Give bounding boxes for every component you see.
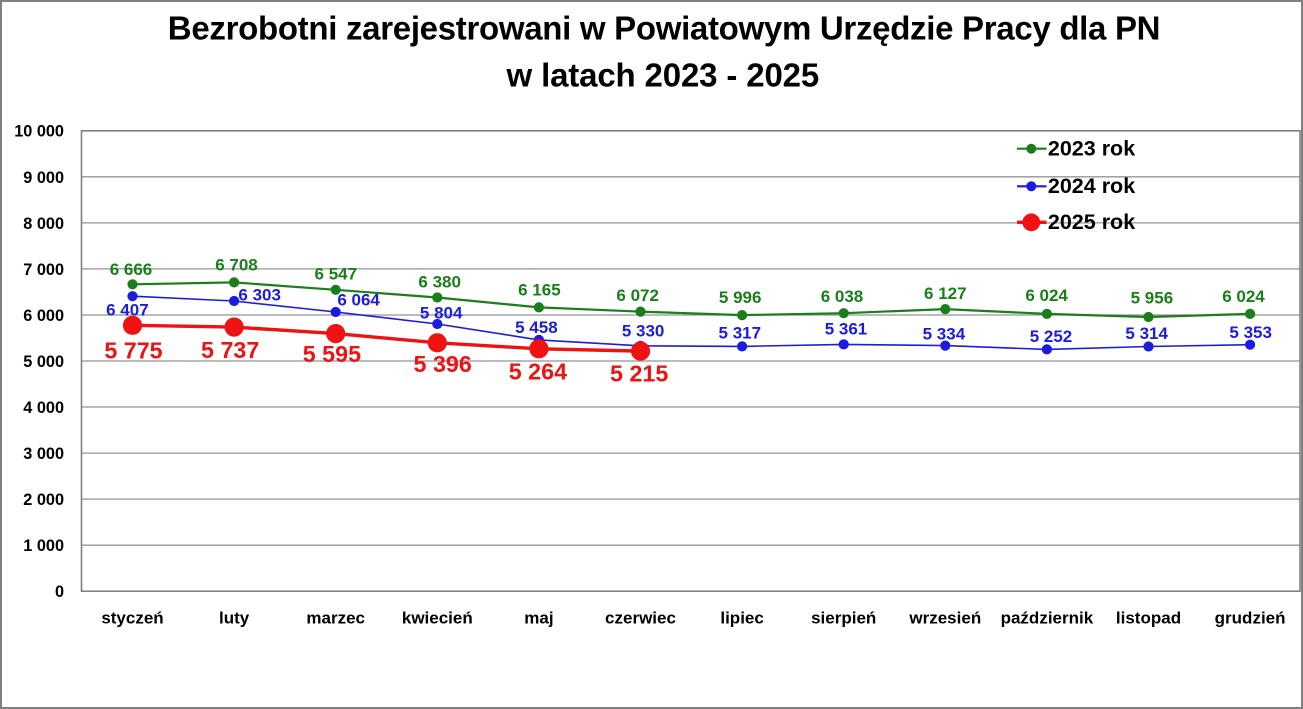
svg-text:6 024: 6 024 (1222, 287, 1265, 306)
svg-text:5 737: 5 737 (201, 337, 259, 363)
svg-text:6 000: 6 000 (23, 307, 64, 325)
svg-text:5 215: 5 215 (610, 360, 668, 386)
svg-text:5 264: 5 264 (509, 358, 567, 384)
svg-text:2024 rok: 2024 rok (1048, 174, 1135, 198)
svg-text:5 000: 5 000 (23, 353, 64, 371)
svg-text:wrzesień: wrzesień (908, 609, 981, 628)
svg-text:6 708: 6 708 (215, 256, 258, 275)
svg-text:5 804: 5 804 (420, 303, 463, 322)
svg-text:czerwiec: czerwiec (605, 609, 676, 628)
svg-text:Bezrobotni zarejestrowani w Po: Bezrobotni zarejestrowani w Powiatowym U… (168, 10, 1160, 47)
svg-text:8 000: 8 000 (23, 215, 64, 233)
svg-text:1 000: 1 000 (23, 537, 64, 555)
svg-text:2 000: 2 000 (23, 491, 64, 509)
svg-text:10 000: 10 000 (14, 123, 64, 141)
svg-text:3 000: 3 000 (23, 445, 64, 463)
svg-text:5 956: 5 956 (1131, 289, 1174, 308)
svg-text:2025 rok: 2025 rok (1048, 210, 1135, 234)
svg-text:5 595: 5 595 (303, 341, 361, 367)
svg-text:5 775: 5 775 (104, 338, 162, 364)
svg-text:5 252: 5 252 (1030, 327, 1073, 346)
svg-text:maj: maj (524, 609, 553, 628)
svg-text:5 317: 5 317 (719, 324, 762, 343)
svg-text:5 996: 5 996 (719, 288, 762, 307)
svg-text:lipiec: lipiec (720, 609, 763, 628)
svg-text:marzec: marzec (306, 609, 365, 628)
svg-text:0: 0 (55, 583, 64, 601)
svg-text:5 396: 5 396 (414, 351, 472, 377)
svg-text:6 303: 6 303 (238, 285, 281, 304)
svg-text:5 361: 5 361 (825, 319, 868, 338)
svg-text:w latach 2023 - 2025: w latach 2023 - 2025 (506, 56, 820, 93)
svg-text:październik: październik (1001, 609, 1094, 628)
svg-text:luty: luty (219, 609, 250, 628)
svg-text:5 314: 5 314 (1125, 324, 1168, 343)
svg-text:4 000: 4 000 (23, 399, 64, 417)
svg-text:kwiecień: kwiecień (402, 609, 473, 628)
svg-text:6 165: 6 165 (518, 281, 561, 300)
svg-text:6 024: 6 024 (1025, 286, 1068, 305)
svg-text:6 407: 6 407 (106, 300, 149, 319)
svg-text:sierpień: sierpień (811, 609, 876, 628)
svg-text:6 064: 6 064 (337, 291, 380, 310)
svg-text:6 380: 6 380 (418, 273, 461, 292)
svg-text:5 330: 5 330 (622, 321, 665, 340)
svg-text:5 353: 5 353 (1229, 323, 1272, 342)
svg-text:5 334: 5 334 (923, 325, 966, 344)
svg-text:9 000: 9 000 (23, 169, 64, 187)
svg-text:7 000: 7 000 (23, 261, 64, 279)
svg-text:6 547: 6 547 (315, 265, 358, 284)
svg-text:2023 rok: 2023 rok (1048, 137, 1135, 161)
svg-text:listopad: listopad (1116, 609, 1181, 628)
svg-text:grudzień: grudzień (1215, 609, 1286, 628)
svg-text:6 666: 6 666 (110, 260, 153, 279)
svg-text:6 072: 6 072 (616, 286, 659, 305)
svg-text:styczeń: styczeń (101, 609, 163, 628)
svg-text:6 038: 6 038 (821, 287, 864, 306)
svg-text:5 458: 5 458 (515, 318, 558, 337)
svg-text:6 127: 6 127 (924, 284, 967, 303)
